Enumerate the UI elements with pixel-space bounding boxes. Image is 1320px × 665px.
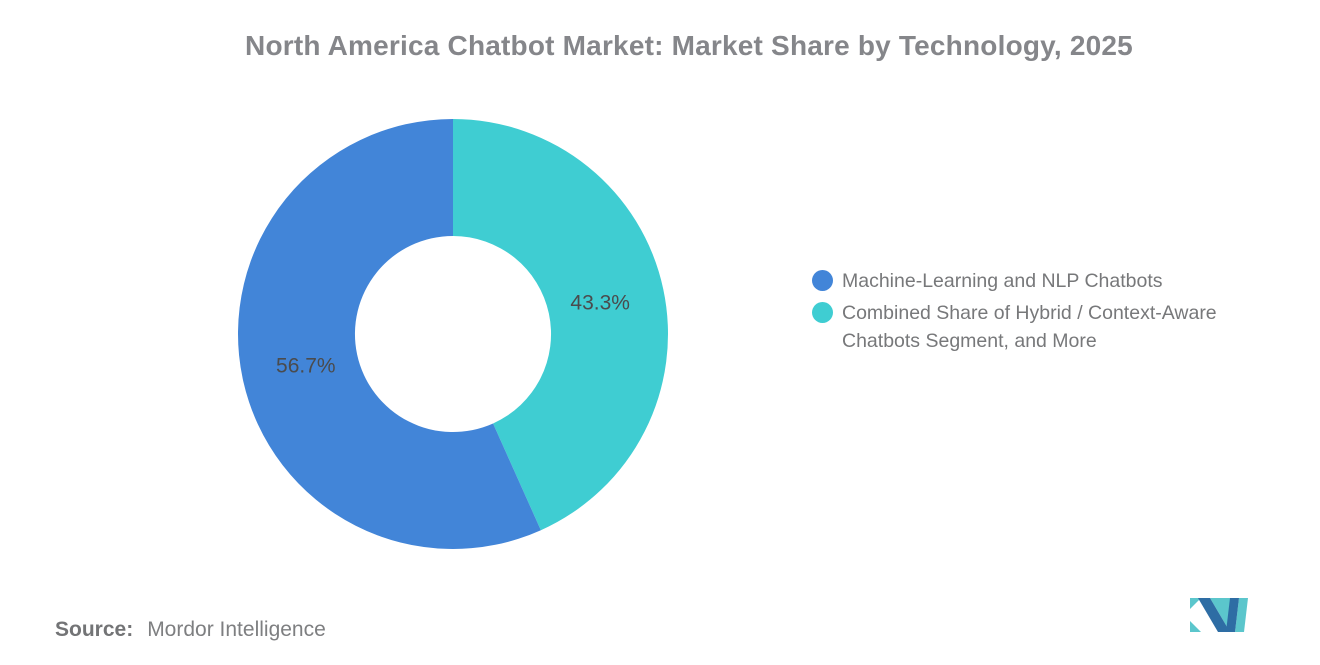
donut-slice — [453, 119, 668, 531]
legend-marker-icon — [812, 270, 833, 291]
logo-shape — [1198, 598, 1230, 632]
chart-title: North America Chatbot Market: Market Sha… — [245, 30, 1133, 61]
source-line: Source: Mordor Intelligence — [55, 618, 326, 642]
legend-item-hybrid-context-aware: Combined Share of Hybrid / Context-Aware… — [812, 299, 1292, 355]
logo-shape — [1190, 598, 1201, 609]
source-label: Source: — [55, 618, 134, 641]
chart-legend: Machine-Learning and NLP Chatbots Combin… — [812, 267, 1292, 355]
legend-item-ml-nlp-chatbots: Machine-Learning and NLP Chatbots — [812, 267, 1292, 295]
mordor-intelligence-logo — [1190, 598, 1248, 632]
legend-marker-icon — [812, 302, 833, 323]
slice-data-label: 56.7% — [276, 354, 336, 377]
logo-shape — [1226, 598, 1239, 632]
legend-item-label: Machine-Learning and NLP Chatbots — [842, 270, 1163, 292]
donut-slice — [237, 119, 541, 549]
logo-shape — [1235, 598, 1248, 632]
donut-chart: 43.3% 56.7% — [237, 119, 668, 549]
logo-shape — [1190, 621, 1201, 632]
slice-data-label: 43.3% — [570, 292, 630, 315]
legend-item-label: Combined Share of Hybrid / Context-Aware… — [842, 302, 1217, 352]
source-value: Mordor Intelligence — [147, 618, 326, 641]
